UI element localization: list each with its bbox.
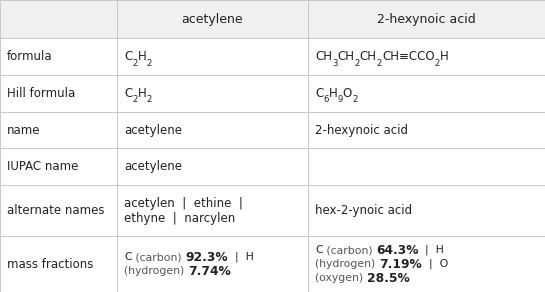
Text: C: C [315, 87, 323, 100]
Text: acetylene: acetylene [124, 124, 182, 137]
Text: H: H [329, 87, 337, 100]
Text: (hydrogen): (hydrogen) [124, 266, 188, 276]
Text: Hill formula: Hill formula [7, 87, 75, 100]
Text: formula: formula [7, 50, 53, 63]
Bar [308, 75, 545, 112]
Bar [0, 75, 117, 112]
Text: CH≡CCO: CH≡CCO [382, 50, 435, 63]
Text: hex-2-ynoic acid: hex-2-ynoic acid [315, 204, 412, 217]
Text: 2: 2 [352, 95, 358, 105]
Text: H: H [440, 50, 449, 63]
Text: (oxygen): (oxygen) [315, 273, 367, 283]
Bar [117, 75, 308, 112]
Text: CH: CH [337, 50, 354, 63]
Bar [0, 0, 117, 38]
Bar [0, 112, 117, 148]
Text: 7.74%: 7.74% [188, 265, 231, 278]
Bar [117, 185, 308, 236]
Text: 2: 2 [354, 59, 360, 68]
Text: 9: 9 [337, 95, 343, 105]
Text: 92.3%: 92.3% [185, 251, 228, 264]
Text: (carbon): (carbon) [132, 252, 185, 262]
Bar [308, 236, 545, 292]
Bar [308, 148, 545, 185]
Text: acetylene: acetylene [124, 160, 182, 173]
Text: 2: 2 [132, 95, 138, 105]
Text: 7.19%: 7.19% [379, 258, 421, 271]
Text: 3: 3 [332, 59, 337, 68]
Text: IUPAC name: IUPAC name [7, 160, 78, 173]
Text: acetylen  |  ethine  |
ethyne  |  narcylen: acetylen | ethine | ethyne | narcylen [124, 197, 243, 225]
Text: C: C [124, 50, 132, 63]
Text: 2: 2 [435, 59, 440, 68]
Text: C: C [124, 87, 132, 100]
Bar [0, 38, 117, 75]
Bar [117, 38, 308, 75]
Bar [117, 0, 308, 38]
Bar [308, 38, 545, 75]
Text: |  H: | H [228, 252, 253, 262]
Text: (hydrogen): (hydrogen) [315, 259, 379, 269]
Text: alternate names: alternate names [7, 204, 105, 217]
Text: 28.5%: 28.5% [367, 272, 409, 285]
Bar [117, 236, 308, 292]
Text: |  H: | H [418, 245, 444, 255]
Text: mass fractions: mass fractions [7, 258, 93, 271]
Text: |  O: | O [421, 259, 448, 269]
Text: name: name [7, 124, 40, 137]
Text: C: C [124, 252, 132, 262]
Text: 2: 2 [132, 59, 138, 68]
Bar [308, 0, 545, 38]
Text: acetylene: acetylene [181, 13, 244, 26]
Bar [308, 185, 545, 236]
Bar [0, 148, 117, 185]
Text: 64.3%: 64.3% [376, 244, 418, 257]
Text: O: O [343, 87, 352, 100]
Text: CH: CH [315, 50, 332, 63]
Text: 2-hexynoic acid: 2-hexynoic acid [377, 13, 476, 26]
Text: 2: 2 [147, 95, 152, 105]
Text: H: H [138, 87, 147, 100]
Text: C: C [315, 245, 323, 255]
Text: 2: 2 [147, 59, 152, 68]
Bar [117, 112, 308, 148]
Text: 2-hexynoic acid: 2-hexynoic acid [315, 124, 408, 137]
Text: 2: 2 [377, 59, 382, 68]
Text: H: H [138, 50, 147, 63]
Bar [0, 236, 117, 292]
Bar [0, 185, 117, 236]
Text: CH: CH [360, 50, 377, 63]
Text: 6: 6 [323, 95, 329, 105]
Text: (carbon): (carbon) [323, 245, 376, 255]
Bar [308, 112, 545, 148]
Bar [117, 148, 308, 185]
